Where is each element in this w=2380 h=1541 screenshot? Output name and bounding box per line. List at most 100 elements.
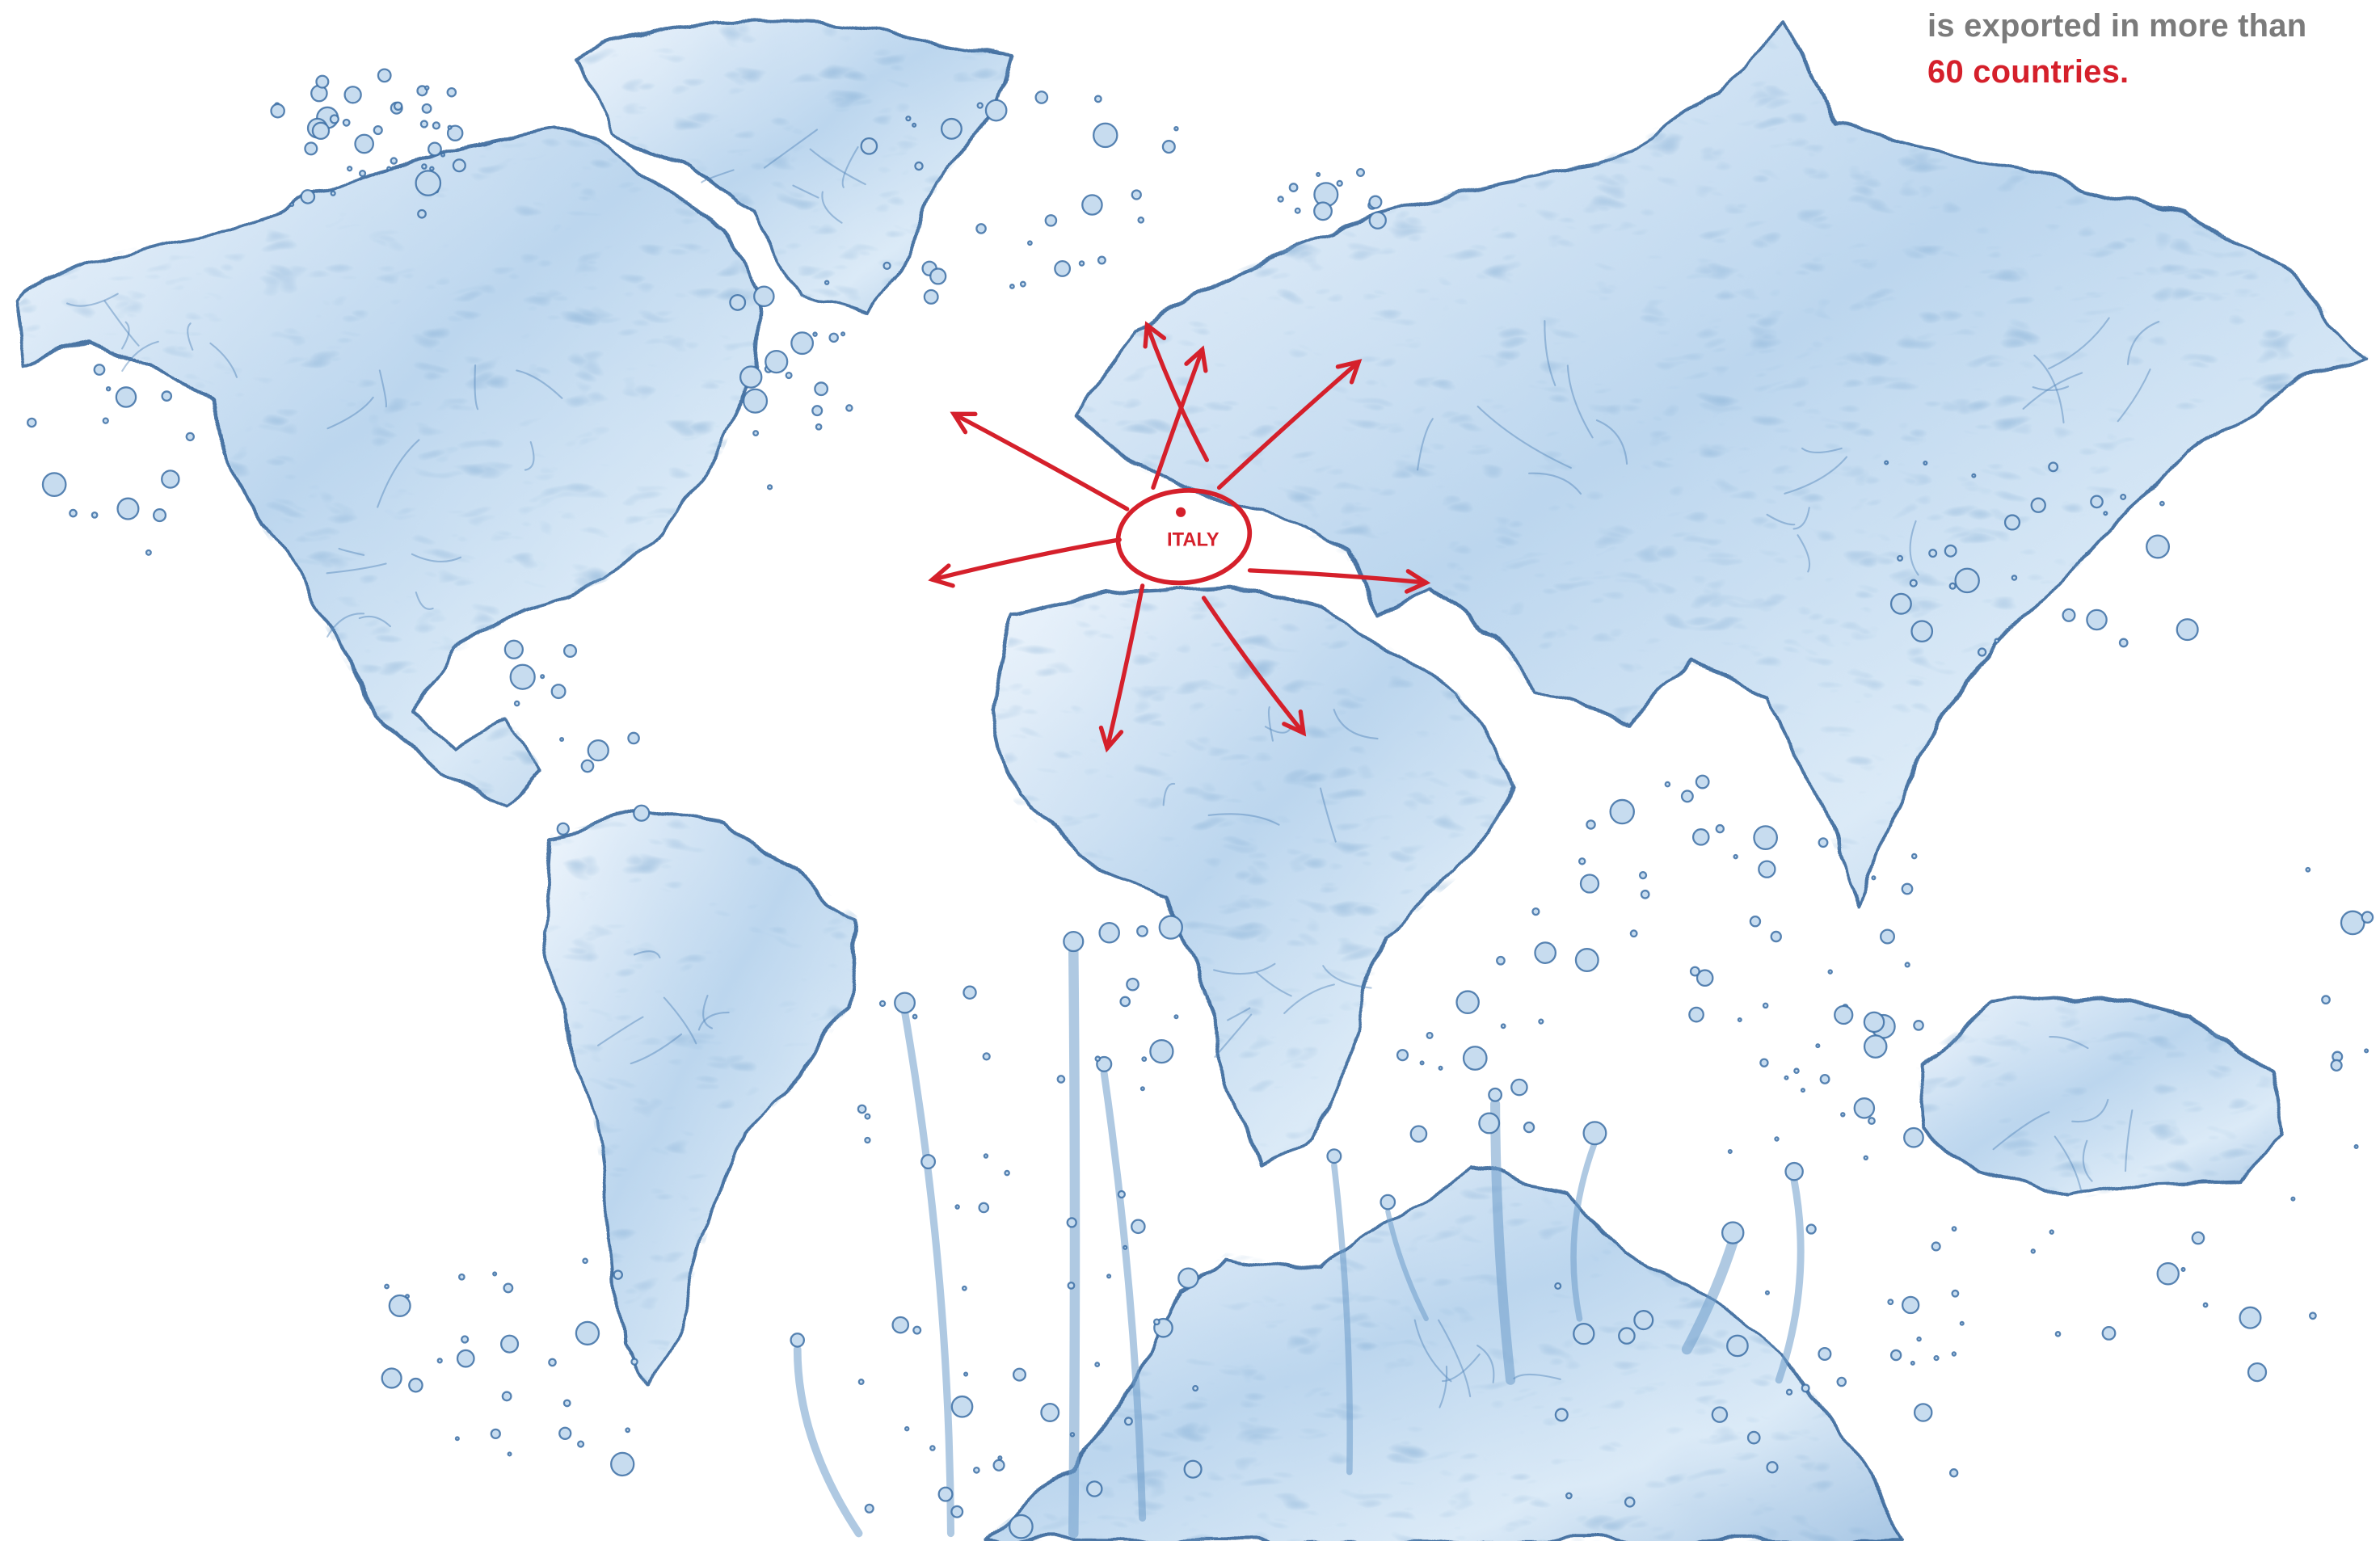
water-droplet bbox=[582, 1257, 588, 1265]
water-droplet bbox=[2049, 1229, 2054, 1235]
water-ripple bbox=[2033, 354, 2065, 423]
water-droplet bbox=[2062, 608, 2076, 622]
water-droplet bbox=[2103, 511, 2108, 516]
water-droplet bbox=[1863, 1155, 1868, 1161]
water-droplet bbox=[1785, 1388, 1793, 1396]
water-droplet bbox=[1695, 969, 1714, 987]
water-droplet bbox=[446, 86, 457, 98]
water-droplet bbox=[1680, 789, 1694, 803]
water-droplet bbox=[1889, 592, 1912, 615]
water-droplet bbox=[69, 508, 78, 518]
water-droplet bbox=[1753, 825, 1779, 850]
water-ripple bbox=[2032, 385, 2070, 391]
water-droplet bbox=[1063, 930, 1085, 953]
water-ripple bbox=[1162, 782, 1176, 806]
water-droplet bbox=[509, 663, 536, 690]
water-ripple bbox=[1439, 1366, 1448, 1408]
water-droplet bbox=[1931, 1241, 1941, 1252]
water-droplet bbox=[1462, 1046, 1488, 1071]
water-droplet bbox=[2180, 1266, 2186, 1272]
water-droplet bbox=[373, 125, 383, 136]
water-droplet bbox=[954, 1204, 960, 1210]
water-droplet bbox=[1578, 857, 1586, 865]
water-droplet bbox=[1012, 1367, 1027, 1382]
water-droplet bbox=[882, 261, 891, 270]
water-droplet bbox=[878, 1000, 887, 1008]
water-droplet bbox=[2247, 1362, 2268, 1383]
water-droplet bbox=[1173, 1014, 1179, 1020]
water-droplet bbox=[1040, 1403, 1060, 1422]
water-droplet bbox=[610, 1451, 635, 1477]
water-droplet bbox=[1183, 1459, 1203, 1479]
water-droplet bbox=[2330, 1059, 2343, 1072]
water-droplet bbox=[1066, 1217, 1077, 1228]
water-droplet bbox=[1026, 240, 1033, 246]
water-droplet bbox=[548, 1358, 557, 1367]
water-droplet bbox=[1294, 207, 1301, 214]
hand-drawn-red-arrow-icon bbox=[1098, 583, 1145, 753]
water-droplet bbox=[513, 700, 520, 707]
water-droplet bbox=[937, 1486, 954, 1502]
water-droplet bbox=[315, 74, 330, 89]
water-droplet bbox=[1097, 255, 1106, 265]
water-ripple bbox=[1417, 418, 1434, 471]
water-droplet bbox=[289, 202, 295, 208]
water-droplet bbox=[562, 1399, 571, 1408]
water-droplet bbox=[1923, 461, 1928, 466]
water-ripple bbox=[338, 547, 365, 556]
water-ripple bbox=[2048, 317, 2110, 370]
water-droplet bbox=[905, 116, 912, 122]
water-droplet bbox=[961, 1285, 967, 1291]
water-ripple bbox=[633, 950, 661, 959]
water-droplet bbox=[1573, 1322, 1595, 1345]
water-droplet bbox=[627, 731, 640, 745]
water-droplet bbox=[2003, 514, 2021, 531]
water-droplet bbox=[904, 1425, 910, 1432]
splash-tendril bbox=[1490, 1099, 1516, 1385]
water-droplet bbox=[1554, 1408, 1569, 1422]
water-droplet bbox=[1081, 194, 1103, 216]
water-droplet bbox=[1994, 638, 2000, 644]
water-droplet bbox=[421, 163, 428, 170]
water-droplet bbox=[1944, 544, 1957, 558]
water-droplet bbox=[1177, 1267, 1199, 1290]
water-droplet bbox=[456, 1349, 475, 1368]
water-droplet bbox=[152, 508, 167, 523]
water-droplet bbox=[359, 170, 367, 178]
water-ripple bbox=[1476, 405, 1572, 469]
water-droplet bbox=[1688, 1006, 1704, 1023]
water-droplet bbox=[840, 331, 846, 337]
water-droplet bbox=[388, 1294, 411, 1317]
water-droplet bbox=[161, 390, 173, 402]
water-droplet bbox=[347, 166, 353, 172]
water-droplet bbox=[2101, 1325, 2117, 1341]
water-droplet bbox=[978, 1202, 990, 1214]
water-droplet bbox=[1141, 1056, 1148, 1063]
water-ripple bbox=[2049, 1036, 2089, 1050]
italy-marker: ITALY bbox=[1115, 488, 1253, 586]
water-droplet bbox=[1380, 1194, 1396, 1210]
water-droplet bbox=[499, 1334, 520, 1354]
water-droplet bbox=[386, 166, 392, 171]
water-droplet bbox=[790, 331, 815, 356]
headline-line-2: 60 countries. bbox=[1927, 54, 2129, 90]
water-droplet bbox=[1624, 1496, 1636, 1508]
water-droplet bbox=[1954, 567, 1980, 594]
water-ripple bbox=[1319, 787, 1337, 843]
water-droplet bbox=[390, 157, 398, 165]
water-droplet bbox=[790, 1333, 806, 1348]
water-droplet bbox=[2361, 911, 2374, 924]
water-ripple bbox=[358, 615, 391, 628]
water-droplet bbox=[1836, 1376, 1847, 1387]
water-droplet bbox=[436, 1358, 443, 1364]
water-ripple bbox=[1438, 1319, 1472, 1398]
water-droplet bbox=[102, 417, 109, 424]
water-ripple bbox=[1441, 1353, 1481, 1383]
water-droplet bbox=[992, 1459, 1005, 1472]
headline: is exported in more than 60 countries. bbox=[1927, 3, 2306, 95]
water-droplet bbox=[1715, 823, 1725, 834]
water-droplet bbox=[1726, 1334, 1749, 1358]
water-droplet bbox=[1117, 1189, 1126, 1199]
water-droplet bbox=[1903, 1126, 1924, 1148]
water-droplet bbox=[1123, 1417, 1133, 1426]
